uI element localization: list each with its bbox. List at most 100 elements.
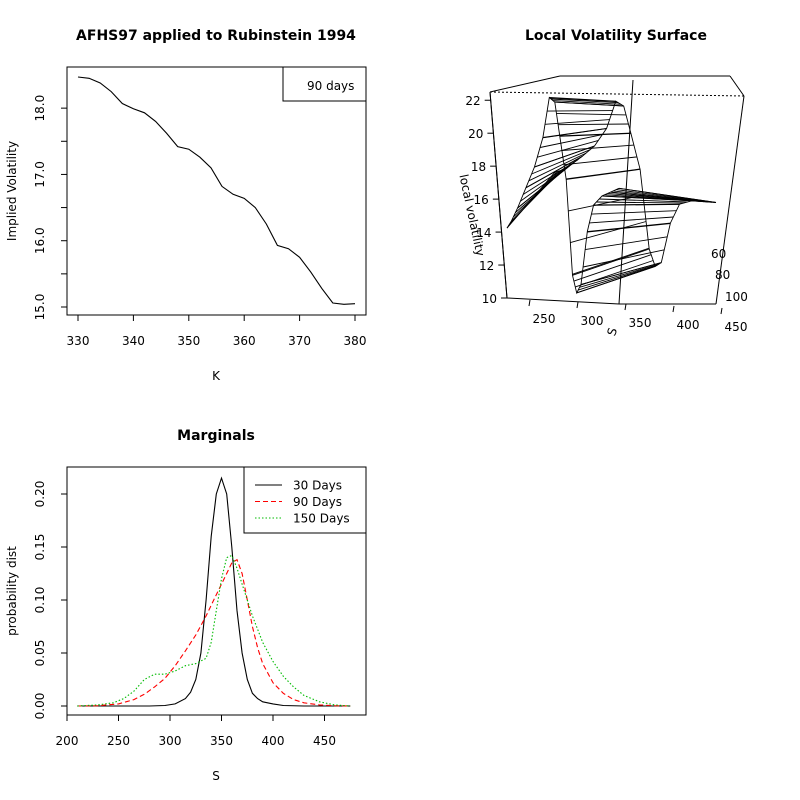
z-tick-label: 22 — [465, 94, 480, 108]
x-tick-label: 300 — [159, 734, 182, 748]
surface-grid-line — [579, 263, 660, 288]
z-axis: 10 12 14 16 18 20 22 — [465, 94, 507, 306]
surface-box-edge — [506, 297, 620, 305]
y-axis-label: probability dist — [5, 546, 19, 636]
surface-grid-line — [517, 165, 571, 209]
surface-box-edge — [489, 91, 745, 97]
x-axis: 200 250 300 350 400 450 — [56, 715, 336, 748]
surface-grid-line — [528, 152, 587, 182]
z-tick-label: 12 — [479, 259, 494, 273]
x-tick-label: 400 — [262, 734, 285, 748]
x-tick-label: 450 — [313, 734, 336, 748]
series-line-150-days — [77, 554, 351, 707]
surface-grid-line — [576, 265, 656, 294]
surface-grid-line — [563, 156, 638, 166]
y-tick-label: 16.0 — [33, 227, 47, 254]
surface-grid-line — [525, 156, 583, 189]
surface-box — [489, 75, 745, 305]
y-axis: 0.00 0.05 0.10 0.15 0.20 — [33, 481, 67, 720]
surface-box-edge — [618, 79, 634, 305]
y-tick-label: 0.05 — [33, 640, 47, 667]
z-axis-label: local volatility — [456, 173, 487, 258]
x-tick-label: 200 — [56, 734, 79, 748]
surface-grid-line — [554, 101, 624, 107]
surface-grid-line — [573, 254, 652, 282]
surface-grid-line — [551, 98, 619, 104]
legend-box — [282, 66, 367, 102]
surface-grid-line — [531, 149, 591, 175]
y-tick-label: 0.10 — [33, 587, 47, 614]
legend-box — [243, 466, 367, 534]
x-tick-label: 350 — [210, 734, 233, 748]
chart-title: AFHS97 applied to Rubinstein 1994 — [76, 28, 356, 44]
x-tick-label: 370 — [288, 334, 311, 348]
legend-label: 90 Days — [293, 495, 342, 509]
legend: 90 days — [282, 66, 367, 102]
series-line-90-days — [77, 558, 351, 707]
surface-grid-line — [522, 159, 579, 195]
surface-grid-line — [534, 145, 595, 168]
series-layer — [77, 476, 351, 707]
surface-grid-line — [559, 132, 631, 137]
s-tick-label: 250 — [533, 312, 556, 326]
panel-implied-volatility: AFHS97 applied to Rubinstein 1994 K Impl… — [5, 28, 367, 383]
z-tick-label: 14 — [476, 226, 491, 240]
x-axis-label: S — [212, 769, 220, 783]
surface-grid-line — [566, 168, 641, 180]
surface-grid-line — [542, 128, 607, 139]
surface-grid-line — [549, 97, 616, 102]
s-axis-label: S — [604, 326, 620, 338]
z-tick-label: 18 — [471, 160, 486, 174]
surface-grid-line — [556, 112, 627, 116]
x-axis: 330 340 350 360 370 380 — [67, 315, 366, 348]
surface-edge-line — [506, 96, 620, 295]
legend-label: 30 Days — [293, 479, 342, 493]
y-axis-label: Implied Volatility — [5, 141, 19, 241]
days-tick-label: 60 — [711, 247, 726, 261]
s-tick-mark — [576, 301, 579, 309]
z-tick-label: 10 — [482, 292, 497, 306]
s-tick-label: 400 — [677, 318, 700, 332]
x-tick-label: 250 — [107, 734, 130, 748]
surface-grid-line — [570, 221, 647, 244]
surface-grid-line — [547, 110, 613, 112]
x-tick-label: 360 — [233, 334, 256, 348]
days-tick-label: 100 — [725, 290, 748, 304]
surface-grid-line — [587, 223, 671, 233]
panel-local-volatility-surface: Local Volatility Surface 10121416182022 … — [456, 28, 748, 338]
panel-marginals: Marginals S probability dist 200 250 300 35… — [5, 428, 367, 783]
surface-grid-line — [585, 236, 668, 251]
surface-grid-line — [561, 144, 635, 151]
y-tick-label: 0.00 — [33, 693, 47, 720]
y-tick-label: 0.20 — [33, 481, 47, 508]
surface-grid-line — [552, 100, 622, 105]
surface-grid-line — [572, 248, 650, 276]
x-tick-label: 340 — [122, 334, 145, 348]
surface-grid-line — [537, 139, 599, 158]
surface-grid-line — [589, 216, 674, 224]
days-axis: 60 80 100 — [711, 247, 748, 304]
y-tick-label: 15.0 — [33, 294, 47, 321]
plot-area — [66, 66, 367, 316]
surface-mesh — [506, 96, 717, 295]
legend-label: 90 days — [307, 79, 354, 93]
series-line-30-days — [77, 476, 351, 707]
series-line-90-days — [77, 76, 356, 305]
plot-area — [66, 466, 367, 716]
surface-grid-line — [583, 249, 665, 268]
surface-grid-line — [577, 264, 658, 291]
s-axis: 250 300 350 400 450 — [528, 299, 747, 334]
legend-label: 150 Days — [293, 512, 350, 526]
z-tick-label: 20 — [468, 127, 483, 141]
days-tick-label: 80 — [715, 268, 730, 282]
y-tick-label: 17.0 — [33, 161, 47, 188]
s-tick-mark — [672, 305, 675, 313]
x-tick-label: 330 — [67, 334, 90, 348]
surface-grid-line — [613, 190, 708, 203]
s-tick-mark — [528, 299, 531, 307]
x-axis-label: K — [212, 369, 221, 383]
y-tick-label: 0.15 — [33, 534, 47, 561]
legend: 30 Days 90 Days 150 Days — [243, 466, 367, 534]
surface-grid-line — [596, 201, 684, 204]
